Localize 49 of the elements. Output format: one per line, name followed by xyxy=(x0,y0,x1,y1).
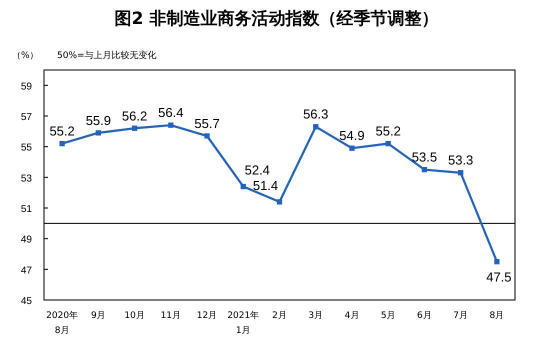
data-label: 55.2 xyxy=(376,124,401,139)
data-label: 56.2 xyxy=(122,108,148,124)
point xyxy=(422,167,428,172)
y-axis-title: （%） xyxy=(12,51,39,61)
point xyxy=(386,140,391,146)
x-tick-label: 5月 xyxy=(380,311,396,321)
x-tick-label: 3月 xyxy=(308,311,324,321)
data-label: 56.4 xyxy=(158,105,184,120)
data-label: 53.3 xyxy=(448,152,474,168)
x-tick-label: 2020年 8月 xyxy=(46,310,78,336)
x-tick-label: 7月 xyxy=(453,311,468,321)
point xyxy=(240,184,246,190)
point xyxy=(458,170,464,176)
text: 50%=与上月比较无变化 xyxy=(57,50,157,61)
x-tick-label: 4月 xyxy=(344,311,360,321)
y-tick-label: 49 xyxy=(20,234,32,246)
x-tick-label: 11月 xyxy=(160,311,182,321)
point xyxy=(349,146,355,151)
data-label: 55.7 xyxy=(194,116,220,131)
y-tick-label: 45 xyxy=(20,296,32,307)
data-label: 55.9 xyxy=(86,112,111,128)
point xyxy=(168,122,174,128)
point xyxy=(494,259,500,264)
data-label: 51.4 xyxy=(252,178,278,193)
x-tick-label: 2021年 1月 xyxy=(227,310,260,336)
x-tick-label: 12月 xyxy=(196,311,218,321)
data-label: 55.2 xyxy=(49,124,75,139)
x-tick-label: 8月 xyxy=(490,311,504,321)
point xyxy=(59,140,65,146)
x-tick-label: 6月 xyxy=(417,311,432,321)
data-label: 53.5 xyxy=(412,150,438,165)
y-tick-label: 47 xyxy=(20,265,32,276)
x-tick-label: 9月 xyxy=(90,311,106,321)
chart-title: 图2 非制造业商务活动指数（经季节调整） xyxy=(114,9,438,29)
y-tick-label: 55 xyxy=(20,142,32,154)
data-label: 47.5 xyxy=(486,270,512,285)
point xyxy=(96,130,101,136)
point xyxy=(132,126,138,131)
y-tick-label: 57 xyxy=(20,112,32,123)
point xyxy=(276,199,282,205)
data-label: 56.3 xyxy=(303,106,328,122)
y-tick-label: 59 xyxy=(20,81,32,92)
data-label: 54.9 xyxy=(339,128,365,144)
y-tick-label: 53 xyxy=(20,173,32,184)
x-tick-label: 10月 xyxy=(124,311,145,321)
x-tick-label: 2月 xyxy=(272,311,287,321)
point xyxy=(313,124,318,130)
y-tick-label: 51 xyxy=(20,204,32,215)
data-label: 52.4 xyxy=(244,162,270,178)
